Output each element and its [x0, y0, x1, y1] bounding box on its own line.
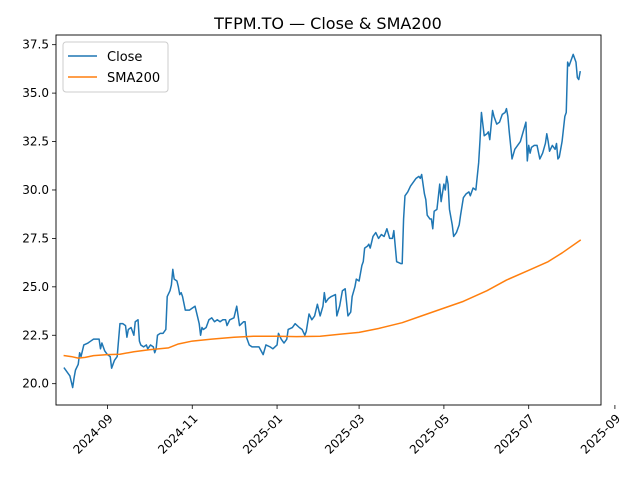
- legend: Close SMA200: [62, 41, 169, 93]
- y-tick-label: 20.0: [22, 377, 49, 391]
- y-tick-label: 30.0: [22, 183, 49, 197]
- y-axis: 20.0 22.5 25.0 27.5 30.0 32.5 35.0 37.5: [22, 38, 56, 391]
- y-tick-label: 35.0: [22, 86, 49, 100]
- axes-frame: [55, 34, 602, 406]
- chart-title: TFPM.TO — Close & SMA200: [213, 14, 442, 33]
- legend-box: [62, 41, 169, 93]
- y-tick-label: 25.0: [22, 280, 49, 294]
- y-tick-label: 22.5: [22, 328, 49, 342]
- legend-label-sma200: SMA200: [107, 71, 160, 86]
- series-line-sma200: [63, 239, 582, 359]
- y-tick-label: 32.5: [22, 135, 49, 149]
- legend-label-close: Close: [107, 50, 142, 65]
- plot-lines: [63, 53, 582, 389]
- y-tick-label: 27.5: [22, 231, 49, 245]
- y-tick-label: 37.5: [22, 38, 49, 52]
